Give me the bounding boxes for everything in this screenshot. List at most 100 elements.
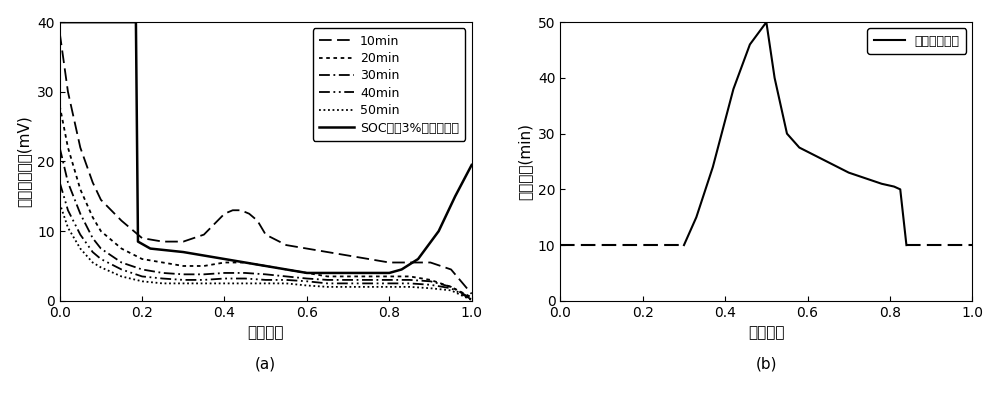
10min (321, 250, 333, 254)
SOC误差3%以内电压差 (301, 271, 313, 275)
10min (342, 253, 354, 258)
SOC误差3%以内电压差 (396, 267, 408, 272)
10min (218, 211, 230, 216)
Line: 静置时间曲线: 静置时间曲线 (684, 22, 906, 245)
Line: 10min: 10min (60, 33, 472, 294)
SOC误差3%以内电压差 (144, 246, 156, 251)
50min (301, 283, 313, 288)
10min (424, 260, 436, 265)
40min (115, 267, 127, 272)
50min (218, 281, 230, 286)
10min (363, 257, 375, 261)
静置时间曲线 (793, 145, 805, 150)
20min (260, 264, 272, 268)
10min (157, 239, 169, 244)
10min (404, 260, 416, 265)
静置时间曲线 (888, 184, 900, 189)
Line: 40min: 40min (60, 182, 472, 299)
20min (74, 187, 86, 192)
30min (157, 271, 169, 275)
SOC误差3%以内电压差 (412, 257, 424, 261)
SOC误差3%以内电压差 (130, 20, 142, 24)
Line: SOC误差3%以内电压差: SOC误差3%以内电压差 (60, 22, 472, 273)
30min (383, 277, 395, 282)
10min (95, 197, 107, 202)
30min (74, 211, 86, 216)
SOC误差3%以内电压差 (280, 267, 292, 272)
静置时间曲线 (690, 215, 702, 220)
20min (424, 277, 436, 282)
Y-axis label: 静置时间(min): 静置时间(min) (517, 123, 532, 200)
40min (54, 180, 66, 185)
Line: 50min: 50min (60, 203, 472, 300)
10min (115, 219, 127, 223)
40min (136, 274, 148, 279)
SOC误差3%以内电压差 (54, 20, 66, 24)
10min (243, 211, 255, 216)
SOC误差3%以内电压差 (218, 257, 230, 261)
50min (115, 274, 127, 279)
50min (260, 281, 272, 286)
50min (95, 265, 107, 270)
静置时间曲线 (843, 170, 855, 175)
30min (177, 272, 189, 277)
30min (466, 296, 478, 301)
50min (177, 281, 189, 286)
30min (54, 145, 66, 150)
10min (251, 219, 263, 223)
静置时间曲线 (826, 162, 838, 167)
40min (321, 281, 333, 286)
静置时间曲线 (900, 243, 912, 248)
50min (383, 285, 395, 289)
Text: (a): (a) (255, 356, 276, 371)
50min (280, 281, 292, 286)
40min (62, 208, 74, 213)
20min (301, 271, 313, 275)
40min (74, 232, 86, 237)
30min (87, 236, 99, 241)
静置时间曲线 (727, 87, 739, 92)
静置时间曲线 (810, 154, 822, 158)
10min (62, 90, 74, 94)
SOC误差3%以内电压差 (177, 250, 189, 254)
Legend: 10min, 20min, 30min, 40min, 50min, SOC误差3%以内电压差: 10min, 20min, 30min, 40min, 50min, SOC误差… (313, 28, 465, 141)
静置时间曲线 (744, 42, 756, 47)
静置时间曲线 (769, 75, 781, 80)
SOC误差3%以内电压差 (342, 271, 354, 275)
Legend: 静置时间曲线: 静置时间曲线 (867, 28, 966, 54)
10min (235, 208, 247, 213)
20min (136, 257, 148, 261)
20min (445, 285, 457, 289)
10min (383, 260, 395, 265)
40min (383, 281, 395, 286)
10min (177, 239, 189, 244)
10min (445, 267, 457, 272)
40min (239, 276, 251, 281)
50min (239, 281, 251, 286)
10min (260, 232, 272, 237)
20min (115, 246, 127, 251)
40min (445, 286, 457, 291)
30min (136, 267, 148, 272)
30min (280, 274, 292, 279)
SOC误差3%以内电压差 (198, 253, 210, 258)
静置时间曲线 (678, 243, 690, 248)
10min (198, 232, 210, 237)
40min (280, 277, 292, 282)
SOC误差3%以内电压差 (132, 239, 144, 244)
30min (115, 260, 127, 265)
40min (95, 257, 107, 261)
20min (95, 229, 107, 233)
静置时间曲线 (707, 165, 719, 169)
50min (466, 298, 478, 303)
30min (95, 246, 107, 251)
20min (177, 264, 189, 268)
50min (136, 279, 148, 284)
30min (218, 271, 230, 275)
50min (404, 285, 416, 289)
20min (62, 145, 74, 150)
SOC误差3%以内电压差 (363, 271, 375, 275)
20min (321, 274, 333, 279)
30min (342, 277, 354, 282)
20min (363, 274, 375, 279)
